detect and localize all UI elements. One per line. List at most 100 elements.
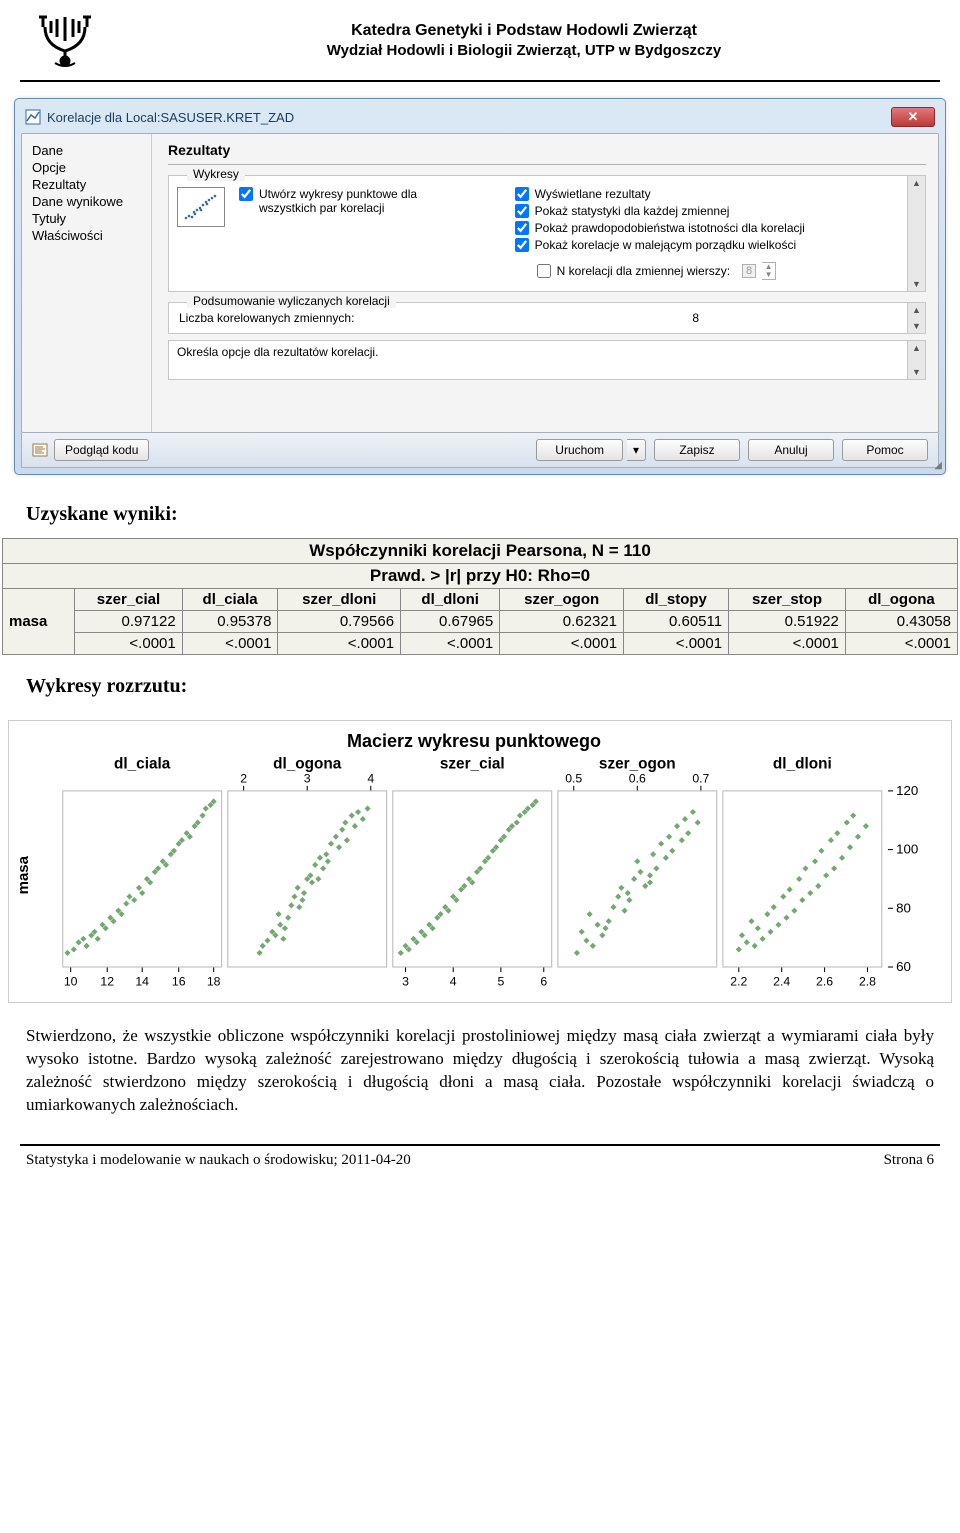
option-label: Pokaż korelacje w malejącym porządku wie…	[535, 238, 796, 252]
svg-text:4: 4	[450, 974, 457, 988]
svg-text:2.2: 2.2	[730, 974, 747, 988]
footer-left: Statystyka i modelowanie w naukach o śro…	[26, 1152, 411, 1169]
svg-text:2.8: 2.8	[859, 974, 876, 988]
result-paragraph: Stwierdzono, że wszystkie obliczone wspó…	[0, 1013, 960, 1135]
results-heading: Uzyskane wyniki:	[26, 503, 934, 526]
svg-text:szer_cial: szer_cial	[440, 755, 505, 772]
sidebar-item-rezultaty[interactable]: Rezultaty	[32, 176, 141, 193]
resize-grip[interactable]: ◢	[934, 460, 942, 471]
footer-divider	[20, 1144, 940, 1146]
header-line1: Katedra Genetyki i Podstaw Hodowli Zwier…	[118, 22, 930, 40]
group-label: Wykresy	[187, 167, 245, 181]
run-button[interactable]: Uruchom	[536, 439, 623, 461]
option-label: Pokaż prawdopodobieństwa istotności dla …	[535, 221, 805, 235]
page-footer: Statystyka i modelowanie w naukach o śro…	[0, 1148, 960, 1179]
option-checkbox[interactable]	[515, 238, 529, 252]
sidebar-item-właściwości[interactable]: Właściwości	[32, 227, 141, 244]
main-pane: Rezultaty Wykresy Utwórz wykresy punktow…	[152, 134, 938, 432]
option-row: Pokaż prawdopodobieństwa istotności dla …	[515, 221, 899, 235]
matrix-y-label: masa	[15, 856, 32, 894]
save-button[interactable]: Zapisz	[654, 439, 740, 461]
help-button[interactable]: Pomoc	[842, 439, 928, 461]
n-correlations-checkbox[interactable]	[537, 264, 551, 278]
header-line2: Wydział Hodowli i Biologii Zwierząt, UTP…	[118, 42, 930, 59]
matrix-svg: 6080100120dl_ciala1012141618dl_ogona234s…	[32, 752, 933, 998]
scrollbar[interactable]: ▲▼	[907, 303, 925, 333]
window-footer: Podgląd kodu Uruchom▾ Zapisz Anuluj Pomo…	[21, 433, 939, 468]
svg-text:3: 3	[304, 772, 311, 786]
svg-text:5: 5	[497, 974, 504, 988]
svg-text:0.7: 0.7	[692, 772, 709, 786]
option-label: Wyświetlane rezultaty	[535, 187, 651, 201]
scatter-all-label: Utwórz wykresy punktowe dla wszystkich p…	[259, 187, 419, 215]
option-row: Wyświetlane rezultaty	[515, 187, 899, 201]
option-checkbox[interactable]	[515, 204, 529, 218]
svg-text:10: 10	[64, 974, 78, 988]
scatter-thumbnail	[177, 187, 225, 227]
description-box: Określa opcje dla rezultatów korelacji. …	[168, 340, 926, 380]
option-row: Pokaż statystyki dla każdej zmiennej	[515, 204, 899, 218]
svg-text:dl_ciala: dl_ciala	[114, 755, 171, 772]
chart-icon	[25, 109, 41, 125]
header-text: Katedra Genetyki i Podstaw Hodowli Zwier…	[118, 22, 930, 59]
option-row: Pokaż korelacje w malejącym porządku wie…	[515, 238, 899, 252]
divider	[168, 164, 926, 165]
svg-text:0.5: 0.5	[565, 772, 582, 786]
scatter-matrix: Macierz wykresu punktowego masa 60 80 100 1…	[8, 720, 952, 1003]
footer-right: Strona 6	[884, 1152, 934, 1169]
window-titlebar: Korelacje dla Local:SASUSER.KRET_ZAD ✕	[21, 105, 939, 133]
svg-text:18: 18	[207, 974, 221, 988]
sidebar-item-tytuły[interactable]: Tytuły	[32, 210, 141, 227]
svg-text:60: 60	[896, 959, 911, 974]
summary-label: Podsumowanie wyliczanych korelacji	[187, 294, 396, 308]
svg-text:2.6: 2.6	[816, 974, 833, 988]
option-label: Pokaż statystyki dla każdej zmiennej	[535, 204, 730, 218]
description-text: Określa opcje dla rezultatów korelacji.	[177, 345, 378, 359]
scrollbar[interactable]: ▲▼	[907, 176, 925, 291]
n-correlations-input[interactable]	[742, 264, 756, 278]
summary-group: Podsumowanie wyliczanych korelacji Liczb…	[168, 302, 926, 334]
window-title: Korelacje dla Local:SASUSER.KRET_ZAD	[47, 110, 294, 125]
close-icon: ✕	[908, 109, 919, 125]
n-correlations-label: N korelacji dla zmiennej wierszy:	[557, 264, 730, 278]
svg-text:4: 4	[367, 772, 374, 786]
wykresy-group: Wykresy Utwórz wykresy punktowe dla wszy…	[168, 175, 926, 292]
svg-text:120: 120	[896, 783, 918, 798]
n-correlations-row: N korelacji dla zmiennej wierszy: ▲▼	[537, 262, 899, 280]
svg-text:3: 3	[402, 974, 409, 988]
svg-text:dl_ogona: dl_ogona	[273, 755, 342, 772]
svg-text:2: 2	[240, 772, 247, 786]
scatter-all-checkbox[interactable]	[239, 187, 253, 201]
svg-text:dl_dloni: dl_dloni	[773, 755, 832, 772]
matrix-title: Macierz wykresu punktowego	[15, 731, 933, 752]
sidebar-item-dane[interactable]: Dane	[32, 142, 141, 159]
code-preview-button[interactable]: Podgląd kodu	[54, 439, 149, 461]
svg-text:80: 80	[896, 900, 911, 915]
scatter-heading: Wykresy rozrzutu:	[26, 675, 934, 698]
svg-text:0.6: 0.6	[629, 772, 646, 786]
page-header: Katedra Genetyki i Podstaw Hodowli Zwier…	[0, 0, 960, 76]
summary-row-label: Liczba korelowanych zmiennych:	[179, 311, 354, 325]
run-dropdown[interactable]: ▾	[627, 439, 646, 461]
summary-row-value: 8	[692, 311, 899, 325]
close-button[interactable]: ✕	[891, 107, 935, 127]
option-checkbox[interactable]	[515, 187, 529, 201]
n-correlations-spinner[interactable]: ▲▼	[762, 262, 776, 280]
svg-text:2.4: 2.4	[773, 974, 790, 988]
svg-text:16: 16	[172, 974, 186, 988]
correlation-table: Współczynniki korelacji Pearsona, N = 11…	[0, 538, 960, 655]
cancel-button[interactable]: Anuluj	[748, 439, 834, 461]
scrollbar[interactable]: ▲▼	[907, 341, 925, 379]
option-checkbox[interactable]	[515, 221, 529, 235]
svg-text:szer_ogon: szer_ogon	[599, 755, 676, 772]
svg-text:100: 100	[896, 842, 918, 857]
pane-heading: Rezultaty	[168, 142, 926, 158]
sidebar-item-dane-wynikowe[interactable]: Dane wynikowe	[32, 193, 141, 210]
svg-text:12: 12	[100, 974, 114, 988]
code-preview-icon	[32, 442, 48, 458]
logo	[30, 10, 100, 70]
sidebar-item-opcje[interactable]: Opcje	[32, 159, 141, 176]
sidebar: DaneOpcjeRezultatyDane wynikoweTytułyWła…	[22, 134, 152, 432]
svg-text:6: 6	[540, 974, 547, 988]
dialog-window: Korelacje dla Local:SASUSER.KRET_ZAD ✕ D…	[14, 98, 946, 475]
